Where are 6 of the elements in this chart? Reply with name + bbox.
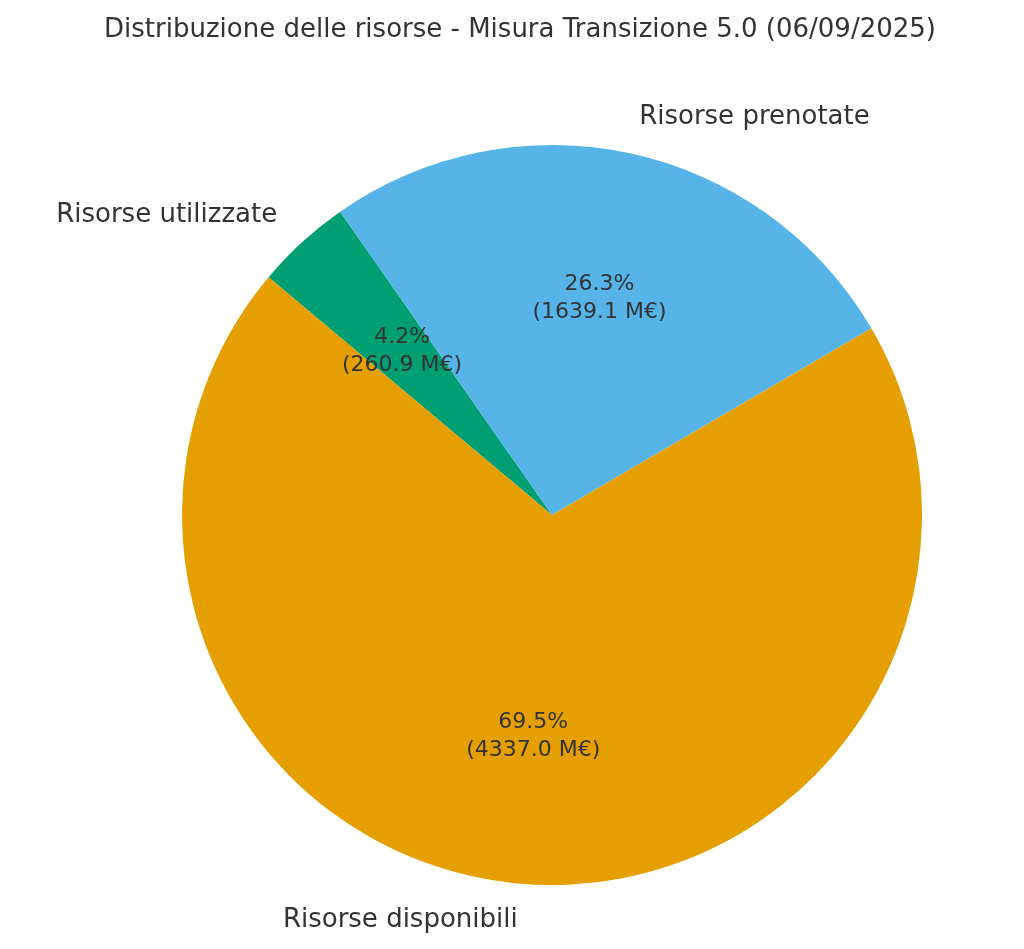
slice-label: Risorse disponibili bbox=[282, 903, 518, 934]
slice-label: Risorse prenotate bbox=[639, 100, 870, 131]
data-label: 69.5% (4337.0 M€) bbox=[466, 707, 601, 761]
slice-label: Risorse utilizzate bbox=[56, 197, 278, 228]
chart-title: Distribuzione delle risorse - Misura Transizione 5.0 (06/09/2025) bbox=[104, 12, 936, 43]
data-label: 26.3% (1639.1 M€) bbox=[532, 269, 667, 323]
